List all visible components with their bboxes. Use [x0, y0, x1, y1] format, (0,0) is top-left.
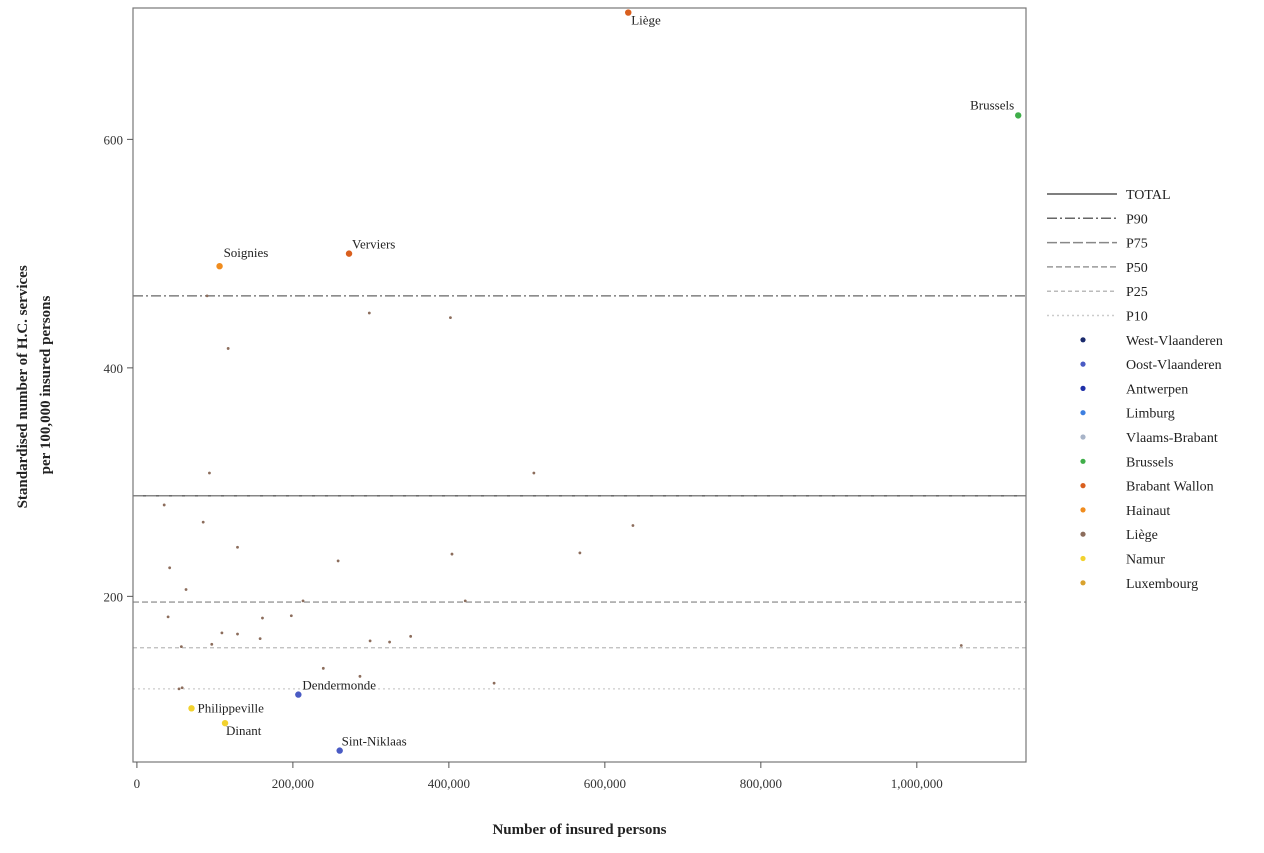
legend-marker-brussels — [1080, 458, 1086, 464]
legend-marker-hainaut — [1080, 507, 1086, 513]
point-liege — [261, 616, 264, 620]
point-label-brussels: Brussels — [970, 97, 1014, 112]
point-liege — [631, 524, 635, 527]
legend-marker-limburg — [1080, 410, 1086, 416]
x-tick-label: 0 — [134, 776, 141, 791]
point-liege — [177, 687, 181, 691]
y-axis-title: Standardised number of H.C. services per… — [15, 262, 54, 509]
legend-label-brussels: Brussels — [1126, 455, 1173, 470]
legend: TOTAL P90 P75 P50 P25 P10 West-Vlaanderen Oost-… — [1047, 188, 1223, 592]
legend-label-antwerpen: Antwerpen — [1126, 382, 1188, 397]
y-axis: 200 400 600 — [104, 132, 133, 604]
point-liege — [367, 311, 371, 315]
point-label-sint-niklaas: Sint-Niklaas — [342, 734, 407, 749]
y-tick-label: 600 — [104, 132, 124, 147]
legend-label-oost-vlaanderen: Oost-Vlaanderen — [1126, 358, 1222, 373]
y-axis-title-line-2: per 100,000 insured persons — [38, 296, 54, 475]
x-tick-label: 800,000 — [740, 776, 782, 791]
point-liege — [168, 566, 172, 570]
point-liege — [184, 588, 188, 591]
legend-marker-vlaams-brabant — [1080, 434, 1086, 440]
legend-marker-oost-vlaanderen — [1080, 361, 1086, 367]
point-brussels — [1015, 112, 1022, 119]
legend-label-limburg: Limburg — [1126, 407, 1175, 422]
point-liege — [532, 471, 536, 475]
point-liege — [358, 674, 362, 678]
point-labels: Dendermonde Sint-Niklaas Brussels Liège Verv… — [197, 13, 1014, 749]
legend-marker-brabant-wallon — [1080, 483, 1086, 489]
point-liege — [236, 545, 239, 549]
reference-lines — [133, 295, 1026, 690]
legend-label-brabant-wallon: Brabant Wallon — [1126, 480, 1214, 495]
legend-label-p90: P90 — [1126, 212, 1148, 227]
x-axis-title: Number of insured persons — [492, 822, 666, 838]
legend-marker-west-vlaanderen — [1080, 337, 1086, 343]
plot-frame — [132, 7, 1027, 763]
legend-label-hainaut: Hainaut — [1126, 504, 1170, 519]
point-oost-vlaanderen — [336, 747, 343, 754]
point-liege — [201, 520, 205, 524]
x-tick-label: 400,000 — [428, 776, 470, 791]
legend-label-p75: P75 — [1126, 237, 1148, 252]
point-liege — [179, 645, 183, 649]
x-tick-label: 1,000,000 — [891, 776, 943, 791]
point-liege — [409, 634, 413, 638]
point-liege — [180, 686, 184, 690]
point-liege — [336, 559, 340, 563]
point-liege — [236, 632, 239, 636]
legend-label-vlaams-brabant: Vlaams-Brabant — [1126, 431, 1218, 446]
legend-label-liege: Liège — [1126, 528, 1158, 543]
point-liege — [321, 666, 325, 670]
x-tick-label: 600,000 — [584, 776, 626, 791]
point-liege — [258, 637, 262, 641]
point-liege — [289, 614, 293, 618]
point-liege — [368, 639, 372, 643]
point-label-dendermonde: Dendermonde — [302, 678, 376, 693]
point-liege — [226, 347, 230, 350]
point-label-dinant: Dinant — [226, 723, 262, 738]
point-liege — [959, 644, 963, 647]
data-points — [162, 9, 1022, 754]
point-label-soignies: Soignies — [224, 245, 269, 260]
legend-label-p25: P25 — [1126, 285, 1148, 300]
point-namur — [188, 705, 195, 712]
legend-marker-liege — [1080, 531, 1086, 537]
point-liege — [578, 551, 582, 555]
y-axis-title-line-1: Standardised number of H.C. services — [15, 265, 31, 508]
y-tick-label: 200 — [104, 589, 124, 604]
legend-marker-antwerpen — [1080, 385, 1086, 391]
point-liege — [463, 599, 467, 603]
point-namur — [221, 719, 229, 727]
point-liege — [449, 316, 452, 319]
point-liege — [208, 471, 211, 475]
point-liege — [210, 642, 214, 646]
legend-label-west-vlaanderen: West-Vlaanderen — [1126, 334, 1223, 349]
x-axis: 0 200,000 400,000 600,000 800,000 1,000,000 — [134, 762, 943, 791]
legend-label-total: TOTAL — [1126, 188, 1171, 203]
point-liege — [301, 599, 305, 603]
point-liege — [162, 503, 166, 507]
point-hainaut — [216, 262, 223, 270]
legend-label-p10: P10 — [1126, 310, 1148, 325]
point-liege — [205, 294, 209, 298]
point-oost-vlaanderen — [295, 691, 302, 698]
point-liege — [166, 615, 170, 619]
legend-label-p50: P50 — [1126, 261, 1148, 276]
point-label-liege: Liège — [631, 13, 661, 28]
point-liege — [220, 631, 224, 635]
point-brabant-wallon — [625, 9, 632, 16]
y-tick-label: 400 — [104, 361, 124, 376]
point-liege — [450, 552, 454, 556]
legend-label-luxembourg: Luxembourg — [1126, 577, 1198, 592]
legend-marker-namur — [1080, 555, 1086, 562]
point-label-verviers: Verviers — [352, 237, 395, 252]
point-liege — [388, 640, 391, 644]
legend-marker-luxembourg — [1080, 580, 1086, 586]
point-liege — [492, 681, 496, 685]
x-tick-label: 200,000 — [272, 776, 314, 791]
legend-label-namur: Namur — [1126, 553, 1165, 568]
point-brabant-wallon — [345, 250, 353, 257]
point-label-philippeville: Philippeville — [197, 700, 264, 715]
